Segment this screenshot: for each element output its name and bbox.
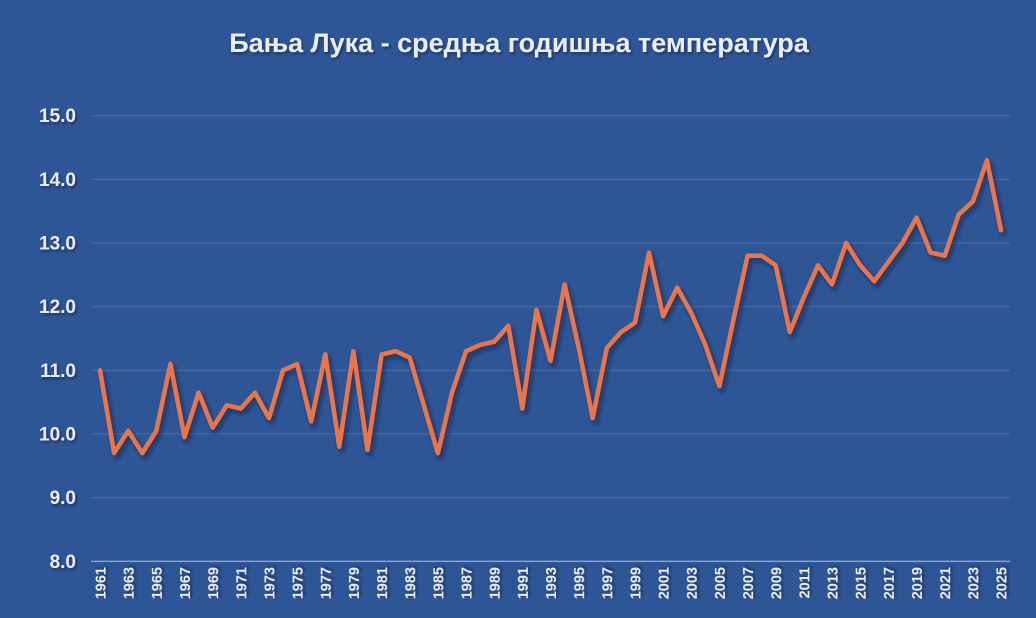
x-tick-label: 1981 xyxy=(375,567,391,599)
x-tick-label: 2023 xyxy=(966,567,982,599)
y-tick-label: 11.0 xyxy=(40,361,76,382)
x-tick-label: 1969 xyxy=(206,567,222,599)
y-tick-label: 12.0 xyxy=(39,297,76,318)
y-tick-label: 13.0 xyxy=(39,234,76,255)
x-tick-label: 2017 xyxy=(882,567,898,599)
x-tick-label: 2021 xyxy=(938,567,954,599)
x-tick-label: 2013 xyxy=(826,567,842,599)
x-tick-label: 2009 xyxy=(769,567,785,599)
x-tick-label: 1993 xyxy=(544,567,560,599)
x-tick-label: 2007 xyxy=(741,567,757,599)
x-tick-label: 1987 xyxy=(460,567,476,599)
y-tick-label: 9.0 xyxy=(50,488,76,509)
x-tick-label: 1979 xyxy=(347,567,363,599)
y-tick-label: 14.0 xyxy=(39,170,76,191)
x-tick-label: 1991 xyxy=(516,567,532,599)
x-tick-label: 1971 xyxy=(234,567,250,599)
x-tick-label: 1985 xyxy=(431,567,447,599)
temperature-series-line xyxy=(97,158,1004,456)
y-tick-label: 15.0 xyxy=(39,106,76,127)
x-tick-label: 1995 xyxy=(572,567,588,599)
x-tick-label: 1975 xyxy=(291,567,307,599)
y-axis-labels: 15.0 14.0 13.0 12.0 11.0 10.0 9.0 8.0 xyxy=(39,106,76,573)
x-tick-label: 1977 xyxy=(319,567,335,599)
y-tick-label: 8.0 xyxy=(50,552,76,573)
x-tick-label: 2019 xyxy=(910,567,926,599)
gridlines xyxy=(91,115,1010,562)
x-tick-label: 2003 xyxy=(685,567,701,599)
x-tick-label: 1983 xyxy=(403,567,419,599)
x-tick-label: 2025 xyxy=(994,567,1010,599)
chart-title: Бања Лука - средња годишња температура xyxy=(229,28,810,58)
x-tick-label: 1999 xyxy=(628,567,644,599)
y-tick-label: 10.0 xyxy=(39,424,76,445)
x-tick-label: 2015 xyxy=(854,567,870,599)
x-tick-label: 2005 xyxy=(713,567,729,599)
x-tick-label: 2011 xyxy=(797,567,813,598)
x-tick-label: 1965 xyxy=(150,567,166,599)
x-tick-label: 1963 xyxy=(122,567,138,599)
x-tick-label: 1989 xyxy=(488,567,504,599)
x-tick-label: 1967 xyxy=(178,567,194,599)
x-tick-label: 1997 xyxy=(600,567,616,599)
x-axis-labels: 1961 1963 1965 1967 1969 1971 1973 1975 1977 1979… xyxy=(94,567,1011,599)
x-tick-label: 2001 xyxy=(657,567,673,599)
x-tick-label: 1973 xyxy=(262,567,278,599)
x-tick-label: 1961 xyxy=(94,567,110,599)
